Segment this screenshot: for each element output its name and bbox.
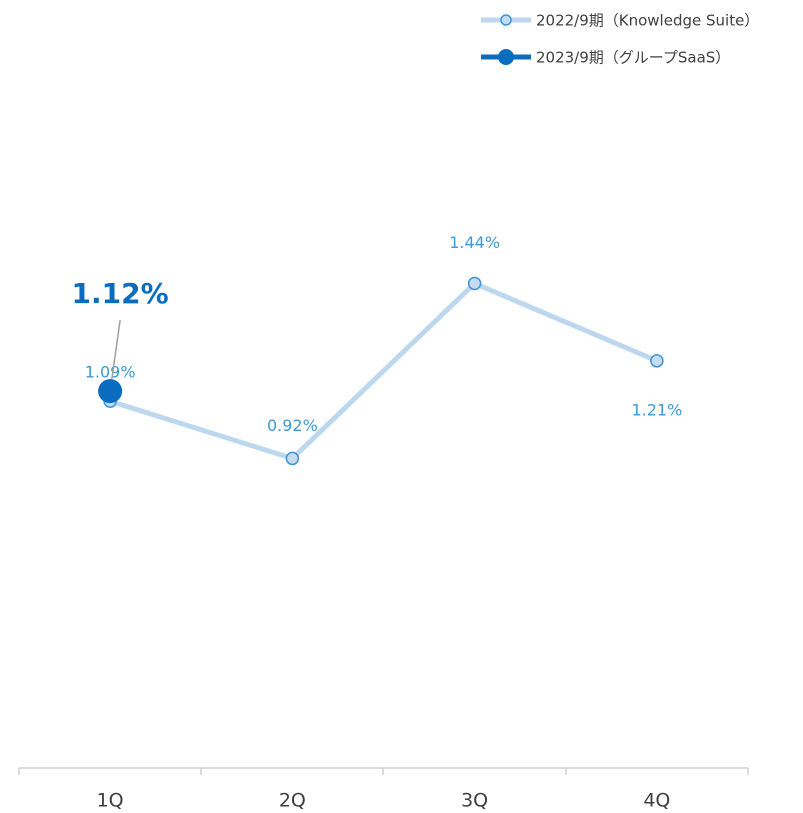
series-line (109, 280, 658, 461)
x-tick-label: 1Q (97, 790, 124, 812)
data-label: 1.44% (449, 233, 500, 252)
data-label: 1.21% (631, 400, 682, 419)
x-tick-label: 3Q (461, 790, 488, 812)
point-marker (285, 451, 300, 466)
data-label: 1.09% (85, 363, 136, 382)
legend-label: 2023/9期（グループSaaS） (536, 49, 730, 67)
x-tick-label: 2Q (279, 790, 306, 812)
data-label: 1.12% (72, 277, 169, 310)
x-axis (18, 767, 749, 775)
data-label: 0.92% (267, 416, 318, 435)
point-marker (467, 276, 482, 291)
x-tick-label: 4Q (643, 790, 670, 812)
legend: 2022/9期（Knowledge Suite） 2023/9期（グループSaa… (481, 12, 759, 67)
legend-marker (498, 49, 514, 65)
point-marker (650, 354, 664, 368)
point-marker (98, 379, 123, 404)
legend-label: 2022/9期（Knowledge Suite） (536, 12, 759, 30)
legend-marker (500, 14, 512, 26)
